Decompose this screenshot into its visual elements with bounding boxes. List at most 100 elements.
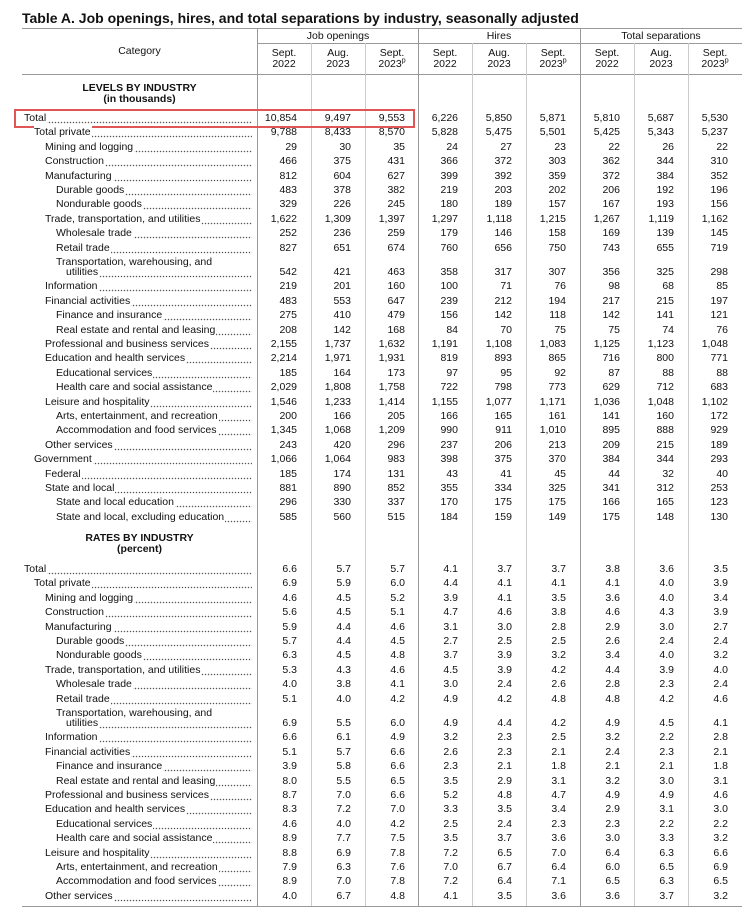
cell-value: 5,810 [593,112,620,124]
cell-value: 6.1 [336,731,351,744]
cell-value: 3.2 [605,774,620,787]
column-rule [257,28,258,906]
cell-value: 674 [387,241,405,254]
cell-value: 3.0 [659,620,674,633]
cell-value: 174 [333,467,351,480]
row-label-leader: Trade, transportation, and utilities [45,663,252,676]
cell-value: 5,237 [701,126,728,139]
year: 2023 [487,58,511,70]
cell-value: 148 [656,510,674,523]
row-label: Retail trade [56,241,111,254]
cell-value: 771 [710,352,728,365]
cell-value: 4.1 [443,889,458,902]
cell-value: 92 [554,366,566,379]
cell-value: 3.2 [605,731,620,744]
cell-value: 6.5 [713,875,728,888]
row-label: Wholesale trade [56,678,133,691]
period-month: Aug. [488,47,510,59]
cell-value: 2.3 [659,678,674,691]
row-label: Health care and social assistance [56,832,214,845]
cell-value: 3.9 [443,591,458,604]
cell-value: 74 [662,323,674,336]
cell-value: 4.8 [605,692,620,705]
cell-value: 5,850 [485,112,512,124]
year: 2022 [272,58,296,70]
cell-value: 4.0 [336,692,351,705]
row-label: Total private [34,126,92,139]
cell-value: 205 [387,410,405,422]
cell-value: 8,433 [324,126,351,139]
cell-value: 1,118 [486,212,513,225]
row-label-leader: Other services [45,889,252,902]
column-rule [365,43,366,906]
cell-value: 1,119 [648,212,675,225]
cell-value: 161 [548,410,566,422]
cell-value: 6.6 [390,760,405,773]
group-header: Hires [486,30,512,42]
cell-value: 852 [387,482,405,494]
cell-value: 384 [602,453,620,466]
cell-value: 3.8 [336,678,351,691]
cell-value: 7.2 [443,875,458,888]
cell-value: 1,345 [270,424,297,437]
row-label-leader: Retail trade [56,692,252,705]
cell-value: 3.4 [551,803,566,816]
row-label-leader: Finance and insurance [56,760,252,773]
cell-value: 4.4 [336,620,351,633]
period-year: 2023 [634,58,688,70]
cell-value: 3.6 [659,563,674,575]
row-label: Durable goods [56,184,126,196]
cell-value: 5,828 [431,126,458,139]
cell-value: 3.7 [659,889,674,902]
cell-value: 26 [662,140,674,153]
cell-value: 743 [602,241,620,254]
row-label: State and local, excluding education [56,510,226,523]
cell-value: 344 [656,155,674,168]
cell-value: 1,010 [539,424,566,437]
cell-value: 983 [387,453,405,466]
cell-value: 243 [279,438,297,451]
cell-value: 317 [494,266,512,278]
cell-value: 1,233 [324,395,351,408]
cell-value: 84 [446,323,458,336]
cell-value: 483 [279,294,297,307]
row-label-leader: Financial activities [45,294,252,307]
cell-value: 165 [494,410,512,422]
cell-value: 479 [387,309,405,322]
row-label: Financial activities [45,294,132,307]
year: 2023 [649,58,673,70]
cell-value: 197 [710,294,728,307]
row-label-leader: Real estate and rental and leasing [56,774,252,787]
cell-value: 4.6 [282,817,297,830]
row-label-leader: Nondurable goods [56,198,252,211]
column-rule [580,28,581,906]
cell-value: 1.8 [551,760,566,773]
cell-value: 167 [602,198,620,211]
cell-value: 2.7 [713,620,728,633]
cell-value: 219 [279,280,297,293]
cell-value: 173 [387,366,405,379]
cell-value: 382 [387,184,405,196]
row-label: Professional and business services [45,338,211,350]
cell-value: 8,570 [378,126,405,139]
cell-value: 3.1 [659,803,674,816]
row-label-leader: Finance and insurance [56,309,252,322]
cell-value: 2.4 [713,635,728,647]
period-month: Sept. [379,47,405,59]
cell-value: 8.9 [282,875,297,888]
cell-value: 372 [494,155,512,168]
row-label-leader: Financial activities [45,745,252,758]
cell-value: 683 [710,381,728,394]
cell-value: 32 [662,467,674,480]
cell-value: 1,083 [539,338,566,350]
year: 2023 [701,58,725,70]
cell-value: 2.1 [551,745,566,758]
cell-value: 334 [494,482,512,494]
cell-value: 392 [494,169,512,182]
cell-value: 8.7 [282,789,297,801]
cell-value: 1,077 [485,395,512,408]
row-label-leader: State and local education [56,496,252,509]
cell-value: 1,808 [324,381,351,394]
cell-value: 8.8 [282,846,297,859]
cell-value: 5,501 [539,126,566,139]
